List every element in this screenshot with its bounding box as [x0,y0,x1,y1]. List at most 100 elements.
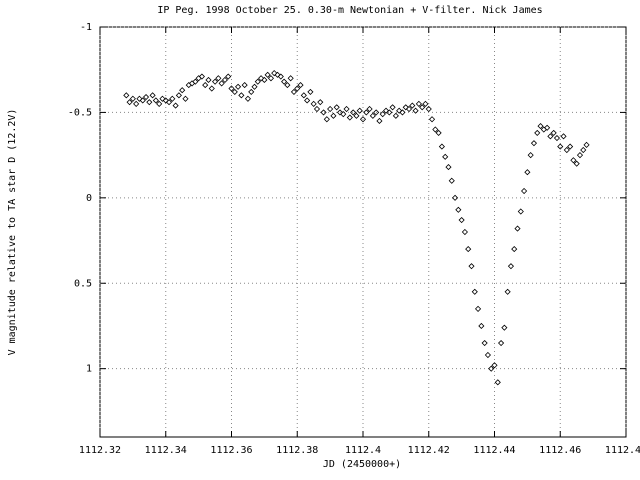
data-point [557,143,564,150]
data-point [534,129,541,136]
data-point [405,105,413,113]
y-tick-label: 1 [86,364,92,375]
data-point [359,116,367,123]
chart-title: IP Peg. 1998 October 25. 0.30-m Newtonia… [157,5,542,16]
data-point [369,112,376,119]
y-tick-label: -0.5 [68,107,92,118]
data-point [484,351,491,359]
data-point [267,75,275,82]
data-point [317,99,324,106]
data-point [399,109,406,116]
data-point [169,95,176,102]
data-point [307,88,314,95]
data-point [498,339,505,347]
data-point [501,324,508,331]
data-point [382,107,390,114]
data-point [458,216,465,224]
data-point [353,112,360,119]
data-point [422,100,429,107]
data-point [389,104,396,111]
data-point [281,78,288,85]
data-point [333,104,340,111]
data-point [494,379,501,386]
x-tick-label: 1112.46 [539,445,581,456]
y-tick-label: -1 [80,22,92,33]
data-point [287,75,294,82]
data-point [478,322,485,330]
data-point [198,73,205,80]
data-point [524,169,531,176]
data-point [218,80,225,87]
data-point [320,109,327,116]
x-tick-label: 1112.36 [210,445,252,456]
data-point [258,75,265,82]
data-point [468,263,475,270]
data-point [346,114,353,121]
data-point [412,107,419,114]
data-point [146,99,153,106]
data-point [438,143,445,150]
data-point [327,105,334,113]
data-point [235,83,242,90]
data-point [474,305,482,312]
data-point [172,102,179,109]
data-point [244,95,252,102]
data-point [379,111,386,118]
data-point [570,157,577,164]
data-point [284,82,291,89]
data-point [448,177,455,184]
data-point [336,109,344,116]
data-point [294,85,301,92]
data-point [356,107,363,114]
x-axis-label: JD (2450000+) [323,459,401,470]
data-point [159,95,166,102]
data-point [241,82,248,89]
data-point [576,152,584,159]
data-point [451,194,459,201]
data-point [547,133,554,140]
data-point [323,116,330,123]
data-point [537,123,544,130]
data-point [238,92,245,99]
data-point [521,187,528,195]
data-point [491,362,498,369]
data-point [461,228,468,236]
data-point [202,82,209,89]
data-point [425,105,432,113]
data-point [563,146,570,154]
y-axis-label: V magnitude relative to TA star D (12.2V… [7,109,18,356]
data-point [231,88,238,95]
data-point [396,107,403,114]
data-point [507,263,515,270]
data-point [343,105,350,113]
data-point [445,164,452,171]
data-point [544,124,551,131]
data-point [175,92,182,99]
data-point [123,92,130,99]
data-point [195,75,202,82]
data-point [211,78,219,85]
data-point [310,100,317,107]
data-point [225,73,232,80]
data-point [350,109,357,116]
data-point [277,73,284,80]
data-point [340,111,347,118]
data-point [156,100,163,107]
data-point [540,126,547,133]
data-point [142,93,150,101]
data-point [428,116,436,123]
data-point [530,140,538,147]
x-tick-label: 1112.34 [145,445,187,456]
data-point [511,246,518,253]
data-point [435,129,442,136]
data-point [471,288,478,295]
data-point [297,82,304,89]
x-tick-label: 1112.38 [276,445,318,456]
data-point [465,246,472,253]
data-point [488,365,495,372]
data-point [221,76,228,84]
data-point [402,104,409,111]
x-tick-label: 1112.48 [605,445,640,456]
